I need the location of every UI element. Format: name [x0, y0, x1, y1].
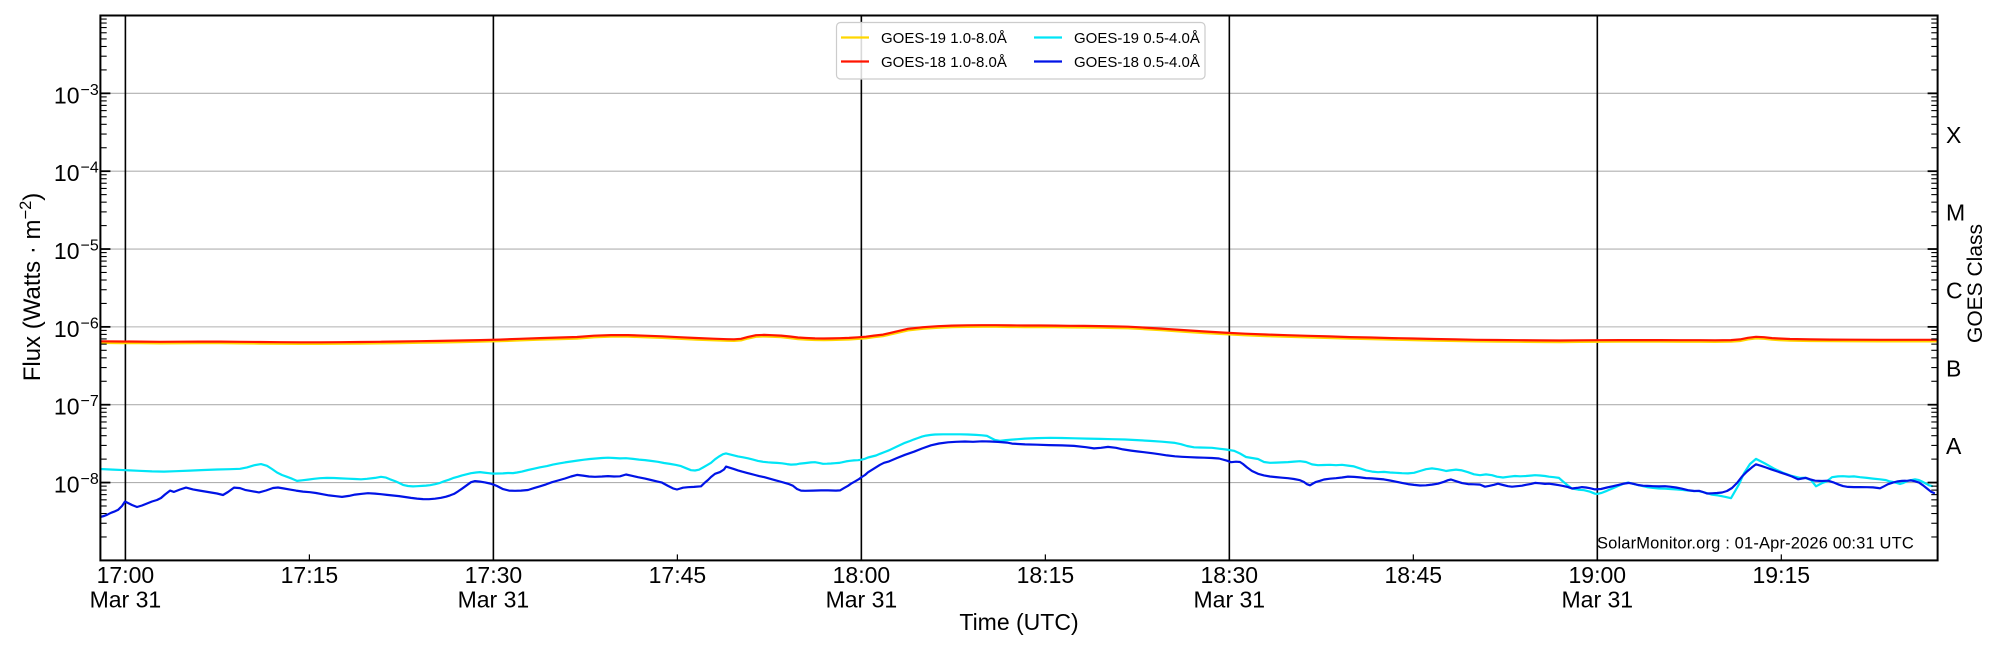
svg-text:10: 10 — [54, 394, 80, 420]
svg-text:17:30: 17:30 — [465, 562, 523, 588]
svg-text:A: A — [1946, 433, 1962, 459]
svg-text:−8: −8 — [81, 471, 99, 488]
svg-text:18:15: 18:15 — [1017, 562, 1075, 588]
svg-text:X: X — [1946, 122, 1961, 148]
svg-text:GOES-19 0.5-4.0Å: GOES-19 0.5-4.0Å — [1074, 30, 1200, 47]
svg-text:10: 10 — [54, 160, 80, 186]
svg-text:10: 10 — [54, 472, 80, 498]
svg-text:Flux (Watts · m−2): Flux (Watts · m−2) — [17, 193, 46, 382]
svg-text:M: M — [1946, 200, 1965, 226]
svg-text:17:15: 17:15 — [281, 562, 339, 588]
svg-text:10: 10 — [54, 82, 80, 108]
svg-text:SolarMonitor.org : 01-Apr-2026: SolarMonitor.org : 01-Apr-2026 00:31 UTC — [1597, 535, 1914, 553]
svg-text:GOES-19 1.0-8.0Å: GOES-19 1.0-8.0Å — [881, 30, 1007, 47]
svg-text:Mar 31: Mar 31 — [1562, 587, 1634, 613]
svg-text:19:15: 19:15 — [1753, 562, 1811, 588]
svg-text:GOES Class: GOES Class — [1964, 224, 1987, 343]
svg-text:C: C — [1946, 277, 1963, 303]
svg-text:B: B — [1946, 355, 1961, 381]
svg-text:10: 10 — [54, 316, 80, 342]
svg-text:19:00: 19:00 — [1569, 562, 1627, 588]
svg-text:17:45: 17:45 — [649, 562, 707, 588]
svg-text:−7: −7 — [81, 393, 99, 410]
svg-text:Mar 31: Mar 31 — [826, 587, 898, 613]
svg-text:17:00: 17:00 — [97, 562, 155, 588]
svg-text:18:00: 18:00 — [833, 562, 891, 588]
svg-text:18:30: 18:30 — [1201, 562, 1259, 588]
svg-text:Mar 31: Mar 31 — [458, 587, 530, 613]
svg-text:−4: −4 — [81, 160, 99, 177]
svg-text:−6: −6 — [81, 315, 99, 332]
svg-text:GOES-18 1.0-8.0Å: GOES-18 1.0-8.0Å — [881, 54, 1007, 71]
svg-text:−3: −3 — [81, 82, 99, 99]
svg-text:−5: −5 — [81, 238, 99, 255]
svg-text:10: 10 — [54, 238, 80, 264]
svg-text:GOES-18 0.5-4.0Å: GOES-18 0.5-4.0Å — [1074, 54, 1200, 71]
svg-text:Mar 31: Mar 31 — [1194, 587, 1266, 613]
svg-text:18:45: 18:45 — [1385, 562, 1443, 588]
svg-text:Mar 31: Mar 31 — [90, 587, 162, 613]
svg-text:Time (UTC): Time (UTC) — [959, 609, 1078, 635]
